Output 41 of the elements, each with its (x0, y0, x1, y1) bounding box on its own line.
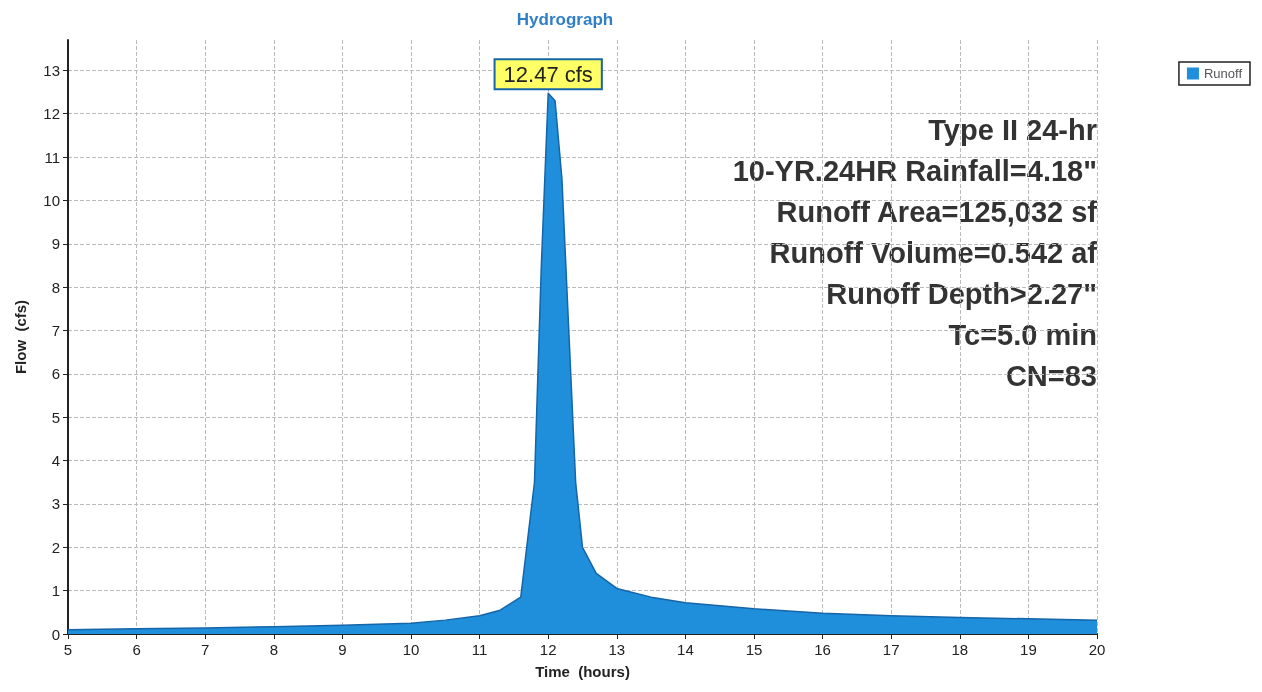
x-tick-label: 9 (338, 641, 347, 658)
x-tick-label: 7 (201, 641, 210, 658)
y-tick-label: 3 (51, 495, 60, 513)
annotation: Runoff Volume=0.542 af (769, 236, 1098, 269)
x-tick-label: 18 (951, 641, 969, 658)
x-tick-label: 11 (471, 641, 488, 658)
y-tick-label: 6 (51, 365, 60, 383)
y-tick-label: 10 (43, 191, 60, 209)
x-tick-label: 14 (677, 641, 694, 658)
x-tick-label: 17 (882, 641, 900, 658)
legend-label: Runoff (1203, 66, 1243, 81)
data-label: 12.47 cfs (503, 61, 593, 87)
y-tick-label: 11 (44, 148, 60, 166)
y-tick-label: 8 (51, 278, 60, 296)
x-tick-label: 20 (1088, 641, 1106, 658)
x-tick-label: 19 (1020, 641, 1037, 658)
y-tick-label: 13 (43, 61, 60, 79)
x-tick-label: 15 (745, 641, 763, 658)
chart-title: Hydrograph (516, 10, 614, 29)
x-tick-label: 8 (269, 641, 278, 658)
x-tick-label: 16 (814, 641, 831, 658)
y-tick-label: 12 (43, 105, 60, 123)
annotation: Type II 24-hr (928, 113, 1097, 146)
annotation: CN=83 (1005, 359, 1097, 392)
y-tick-label: 1 (51, 582, 60, 600)
annotation: Runoff Area=125,032 sf (776, 195, 1098, 228)
y-tick-label: 9 (51, 235, 60, 253)
x-tick-label: 10 (402, 641, 420, 658)
x-axis-title: Time (hours) (535, 663, 630, 680)
y-tick-label: 7 (51, 322, 60, 339)
y-tick-label: 0 (51, 625, 60, 643)
y-tick-label: 4 (51, 452, 60, 470)
y-axis-title: Flow (cfs) (12, 299, 29, 375)
annotation: 10-YR.24HR Rainfall=4.18" (732, 154, 1097, 187)
x-tick-label: 13 (608, 641, 626, 658)
y-tick-label: 5 (51, 408, 60, 426)
y-tick-label: 2 (51, 538, 60, 556)
x-tick-label: 6 (132, 641, 141, 658)
x-tick-label: 5 (63, 641, 73, 658)
x-tick-label: 12 (539, 641, 557, 658)
annotation: Runoff Depth>2.27" (826, 277, 1097, 310)
